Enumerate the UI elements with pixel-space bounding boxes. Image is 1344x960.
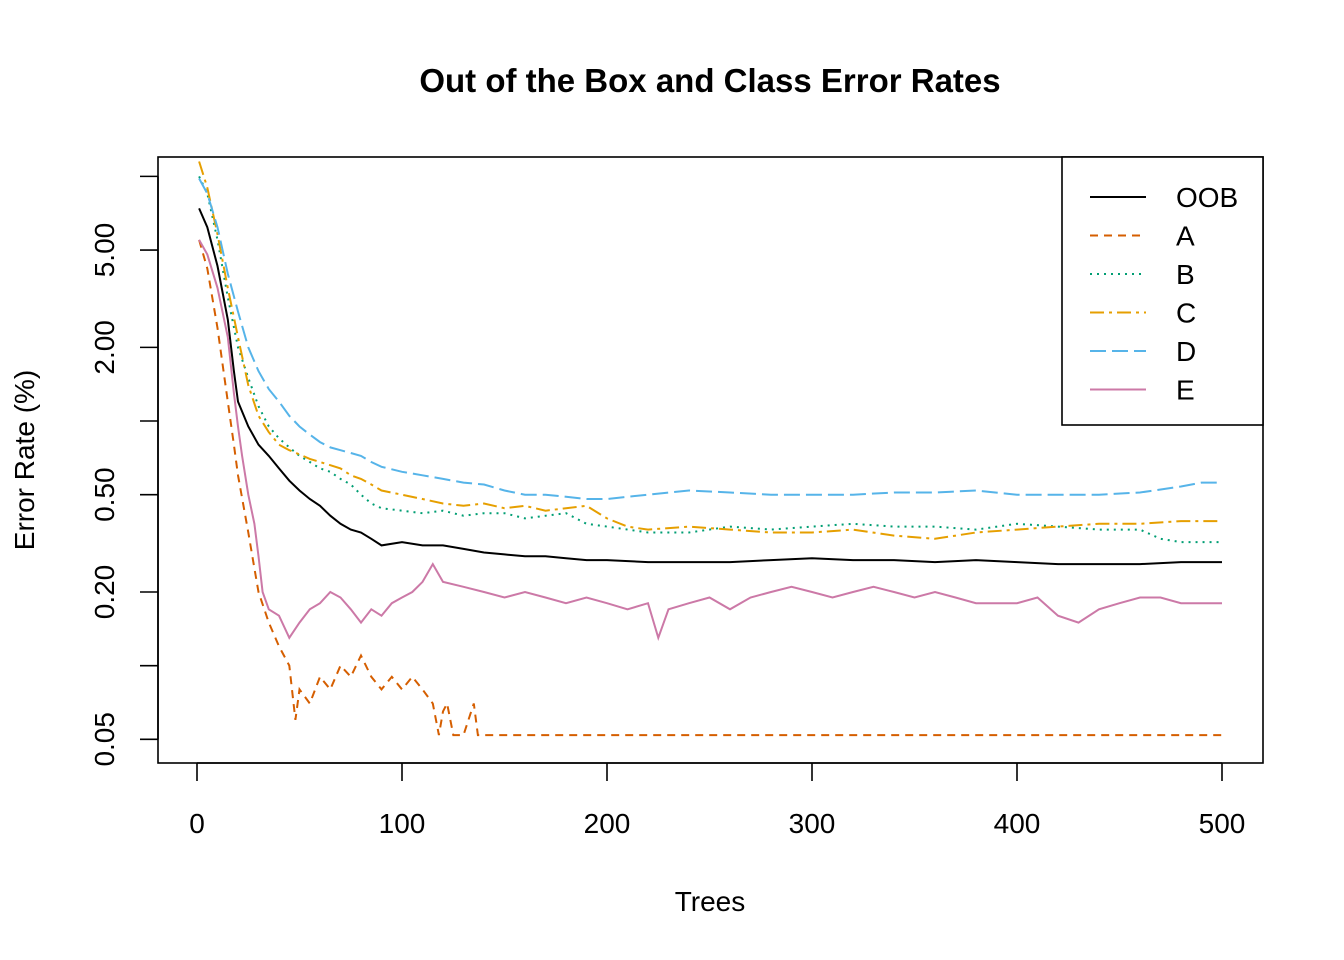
legend-label-b: B [1176, 259, 1195, 290]
series-line-a [198, 239, 1222, 737]
y-axis: 0.05 0.20 0.50 2.00 5.00 [89, 175, 159, 767]
x-tick-label: 100 [379, 808, 426, 839]
series-layer [198, 161, 1222, 737]
y-axis-label: Error Rate (%) [9, 370, 40, 550]
legend-label-a: A [1176, 221, 1195, 252]
legend-label-oob: OOB [1176, 182, 1238, 213]
x-axis-label: Trees [675, 886, 746, 917]
x-tick-label: 0 [189, 808, 205, 839]
series-line-d [198, 178, 1222, 500]
series-line-e [198, 239, 1222, 642]
legend-label-e: E [1176, 375, 1195, 406]
legend-label-c: C [1176, 298, 1196, 329]
y-tick-label: 0.50 [89, 467, 120, 521]
x-tick-label: 300 [789, 808, 836, 839]
legend-box [1061, 156, 1264, 426]
legend-label-d: D [1176, 336, 1196, 367]
chart-title: Out of the Box and Class Error Rates [419, 62, 1000, 99]
series-line-c [198, 161, 1222, 540]
x-tick-label: 200 [584, 808, 631, 839]
y-tick-label: 2.00 [89, 320, 120, 375]
y-tick-label: 0.20 [89, 565, 120, 620]
series-line-oob [198, 208, 1222, 566]
x-tick-label: 400 [994, 808, 1041, 839]
y-tick-label: 5.00 [89, 223, 120, 277]
x-tick-label: 500 [1199, 808, 1246, 839]
y-tick-label: 0.05 [89, 712, 120, 767]
x-axis: 0 100 200 300 400 500 [189, 762, 1246, 839]
